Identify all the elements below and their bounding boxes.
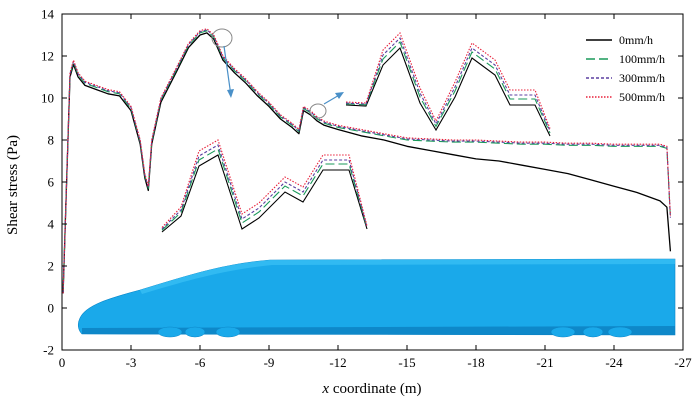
zoom-circle-1 <box>211 28 233 48</box>
inset-mid-line-1 <box>161 148 368 231</box>
zoom-arrowhead-2 <box>335 92 344 99</box>
inset-top-line-1 <box>345 41 551 134</box>
bogie-1 <box>157 326 183 338</box>
zoom-circle-2 <box>309 103 327 119</box>
zoom-insets <box>161 28 551 233</box>
inset-mid-line-0 <box>161 154 368 233</box>
zoom-arrow-1 <box>223 45 232 97</box>
y-tick-label-2: 2 <box>48 259 55 274</box>
y-axis-title: Shear stress (Pa) <box>5 135 21 235</box>
bogie-3 <box>215 326 241 338</box>
y-tick-label-6: 10 <box>41 91 54 106</box>
x-tick-label-8: -24 <box>605 355 623 370</box>
inset-top-line-0 <box>345 47 551 137</box>
train-body <box>77 258 676 336</box>
x-axis-title-var: x <box>321 381 329 397</box>
y-tick-label-8: 14 <box>41 7 55 22</box>
bogie-5 <box>582 326 604 338</box>
y-tick-label-0: -2 <box>43 343 54 358</box>
series-line-2 <box>62 29 671 294</box>
x-tick-label-1: -3 <box>126 355 137 370</box>
y-tick-label-5: 8 <box>48 133 55 148</box>
legend-label-3: 500mm/h <box>619 90 665 104</box>
x-tick-label-0: 0 <box>59 355 66 370</box>
inset-top-line-2 <box>345 37 551 132</box>
x-tick-label-6: -18 <box>467 355 484 370</box>
series-line-0 <box>62 32 672 294</box>
inset-mid-line-2 <box>161 144 368 230</box>
x-tick-label-3: -9 <box>264 355 275 370</box>
inset-mid-line-3 <box>161 139 368 228</box>
legend: 0mm/h 100mm/h 300mm/h 500mm/h <box>586 33 665 104</box>
legend-label-2: 300mm/h <box>619 71 665 85</box>
series-line-3 <box>62 28 671 294</box>
bogie-4 <box>550 326 576 338</box>
legend-label-1: 100mm/h <box>619 52 665 66</box>
y-tick-label-1: 0 <box>48 301 55 316</box>
y-tick-label-3: 4 <box>48 217 55 232</box>
bogie-2 <box>184 326 206 338</box>
inset-top-line-3 <box>345 32 551 129</box>
axes: -2 0 2 4 6 8 10 12 14 0 -3 -6 -9 -12 -15 -18 -21 -24 -27 <box>41 7 692 371</box>
x-tick-label-4: -12 <box>329 355 346 370</box>
legend-label-0: 0mm/h <box>619 33 653 47</box>
x-axis-title-rest: coordinate (m) <box>329 381 421 397</box>
series-lines <box>62 28 672 294</box>
y-tick-label-7: 12 <box>41 49 54 64</box>
x-tick-label-9: -27 <box>674 355 692 370</box>
x-tick-label-2: -6 <box>195 355 206 370</box>
y-tick-label-4: 6 <box>48 175 55 190</box>
series-line-1 <box>62 30 671 294</box>
x-tick-label-7: -21 <box>536 355 553 370</box>
x-axis-title: x coordinate (m) <box>321 381 421 397</box>
train-silhouette <box>77 258 676 338</box>
zoom-arrowhead-1 <box>227 89 234 98</box>
x-tick-label-5: -15 <box>398 355 415 370</box>
bogie-6 <box>607 326 633 338</box>
train-roof-shade <box>140 259 675 294</box>
